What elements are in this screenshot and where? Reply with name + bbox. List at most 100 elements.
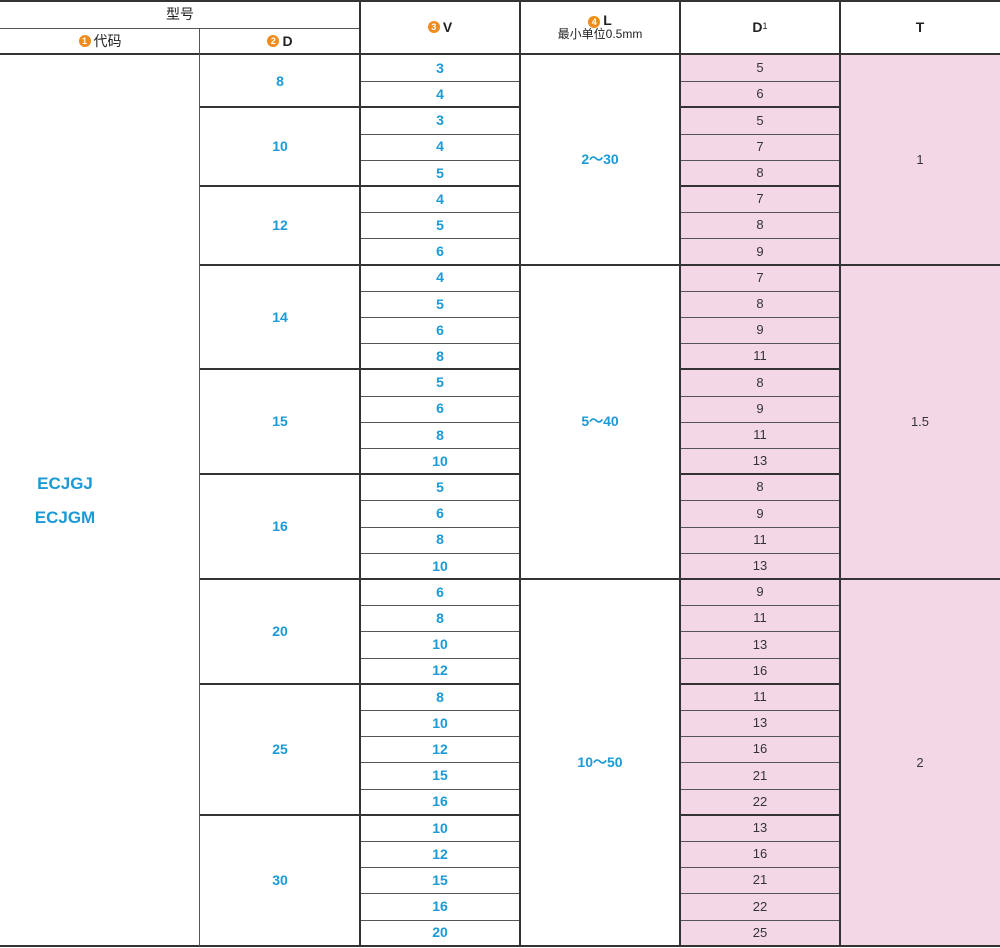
d1-cell-value: 8 <box>756 479 764 495</box>
row-divider <box>680 605 840 607</box>
v-cell: 8 <box>360 343 520 369</box>
v-cell-value: 10 <box>432 819 448 836</box>
v-cell: 10 <box>360 448 520 474</box>
d1-cell: 13 <box>680 815 840 841</box>
v-cell-value: 3 <box>436 59 444 76</box>
row-divider <box>360 710 520 711</box>
d1-cell-value: 11 <box>753 531 767 547</box>
number-4-icon: 4 <box>588 15 601 28</box>
t-range-cell: 2 <box>840 579 1000 946</box>
d1-cell: 6 <box>680 81 840 107</box>
d1-cell: 8 <box>680 160 840 186</box>
v-cell-value: 4 <box>436 138 444 155</box>
col-line <box>359 0 361 946</box>
header-bottom-line <box>0 53 1000 55</box>
v-cell-value: 5 <box>436 374 444 391</box>
v-cell-value: 5 <box>436 478 444 495</box>
d-cell-value: 20 <box>272 623 288 640</box>
row-divider <box>360 448 520 449</box>
v-cell-value: 5 <box>436 295 444 312</box>
header-model: 型号 <box>0 0 360 28</box>
v-cell-value: 6 <box>436 243 444 260</box>
v-cell: 5 <box>360 212 520 238</box>
d1-cell: 11 <box>680 684 840 710</box>
v-cell: 10 <box>360 553 520 579</box>
table-bottom-line <box>0 945 1000 947</box>
row-divider <box>360 133 520 135</box>
d-cell: 25 <box>200 684 360 815</box>
d1-cell-value: 16 <box>752 741 768 757</box>
d1-cell-value: 11 <box>753 348 767 364</box>
v-cell: 4 <box>360 186 520 212</box>
row-divider <box>680 290 840 292</box>
v-cell: 8 <box>360 605 520 631</box>
header-t: T <box>840 0 1000 54</box>
d1-cell-value: 7 <box>756 269 764 285</box>
v-cell: 4 <box>360 134 520 160</box>
d-cell: 14 <box>200 265 360 370</box>
v-cell-value: 10 <box>432 714 448 731</box>
row-divider <box>360 81 520 83</box>
v-cell-value: 4 <box>436 85 444 102</box>
d1-cell-value: 7 <box>756 138 764 154</box>
d-cell-value: 16 <box>272 518 288 535</box>
header-v-label: V <box>442 18 453 35</box>
d1-cell-value: 5 <box>756 112 764 128</box>
d1-cell: 7 <box>680 265 840 291</box>
group-divider <box>680 368 840 371</box>
row-divider <box>680 657 840 659</box>
row-divider <box>680 212 840 214</box>
d1-cell-value: 11 <box>753 427 767 443</box>
d1-cell: 16 <box>680 841 840 867</box>
row-divider <box>680 343 840 345</box>
d1-cell: 21 <box>680 867 840 893</box>
d1-cell-value: 13 <box>752 820 768 836</box>
v-cell: 3 <box>360 107 520 133</box>
header-d1-label: D <box>752 18 763 35</box>
group-divider <box>680 473 840 476</box>
v-cell-value: 20 <box>432 924 448 941</box>
v-cell-value: 8 <box>436 688 444 705</box>
v-cell: 6 <box>360 500 520 526</box>
d1-cell: 5 <box>680 55 840 81</box>
d-cell-value: 8 <box>276 72 284 89</box>
v-cell: 8 <box>360 684 520 710</box>
header-model-label: 型号 <box>166 5 194 22</box>
d1-cell-value: 9 <box>756 584 764 600</box>
v-cell: 15 <box>360 867 520 893</box>
l-range-cell: 2～30 <box>520 55 680 265</box>
v-cell: 16 <box>360 789 520 815</box>
t-column-bg <box>840 55 1000 946</box>
d1-cell: 8 <box>680 369 840 395</box>
v-cell-value: 5 <box>436 216 444 233</box>
d1-cell: 21 <box>680 762 840 788</box>
group-divider <box>680 682 840 685</box>
d1-cell: 11 <box>680 343 840 369</box>
d-cell: 16 <box>200 474 360 579</box>
row-divider <box>680 159 840 161</box>
d1-cell: 13 <box>680 448 840 474</box>
t-range-cell-value: 1.5 <box>910 413 930 429</box>
d1-cell-value: 13 <box>752 715 768 731</box>
v-cell-value: 3 <box>436 112 444 129</box>
d1-cell: 13 <box>680 710 840 736</box>
v-cell: 10 <box>360 815 520 841</box>
row-divider <box>680 919 840 921</box>
v-cell: 12 <box>360 658 520 684</box>
d1-cell-value: 13 <box>752 558 768 574</box>
l-range-cell: 10～50 <box>520 579 680 946</box>
row-divider <box>360 395 520 397</box>
product-code: ECJGJ <box>37 473 93 493</box>
d1-cell: 13 <box>680 631 840 657</box>
d-cell-value: 10 <box>272 138 288 155</box>
d1-cell: 22 <box>680 789 840 815</box>
d1-cell-value: 21 <box>752 767 768 783</box>
d-cell: 15 <box>200 369 360 474</box>
row-divider <box>360 736 520 738</box>
v-cell-value: 15 <box>432 767 448 784</box>
d1-cell: 11 <box>680 527 840 553</box>
t-range-cell: 1.5 <box>840 265 1000 579</box>
header-code: 1 代码 <box>0 28 200 54</box>
